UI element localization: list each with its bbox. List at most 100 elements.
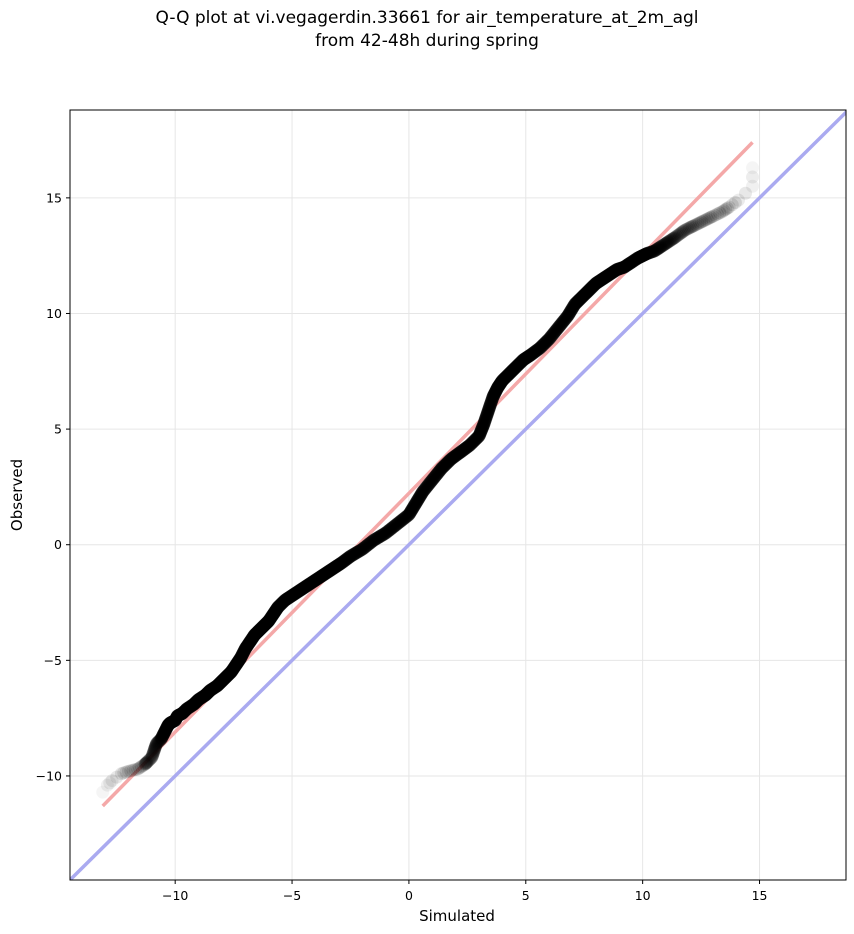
quantile-point	[260, 616, 274, 630]
quantile-point	[356, 542, 370, 556]
quantile-point	[226, 662, 240, 676]
quantile-point	[290, 586, 304, 600]
quantile-point	[440, 456, 454, 470]
quantile-point	[212, 677, 226, 691]
quantile-point	[627, 254, 641, 268]
quantile-point	[506, 363, 520, 377]
quantile-point	[239, 641, 253, 655]
quantile-point	[359, 539, 373, 553]
quantile-point	[487, 387, 501, 401]
quantile-point	[556, 315, 570, 329]
quantile-point	[167, 714, 181, 728]
quantile-point	[561, 308, 575, 322]
quantile-point	[314, 570, 328, 584]
quantile-point	[326, 561, 340, 575]
quantile-point	[327, 561, 341, 575]
quantile-point	[252, 624, 266, 638]
quantile-point	[651, 241, 665, 255]
quantile-point	[219, 671, 233, 685]
quantile-point	[222, 668, 236, 682]
quantile-point	[494, 376, 508, 390]
quantile-point	[402, 507, 416, 521]
quantile-point	[267, 606, 281, 620]
quantile-point	[110, 770, 124, 784]
quantile-point	[481, 405, 495, 419]
quantile-point	[441, 455, 455, 469]
quantile-point	[105, 774, 119, 788]
quantile-point	[165, 715, 179, 729]
quantile-point	[205, 682, 219, 696]
quantile-point	[613, 262, 627, 276]
quantile-point	[153, 733, 167, 747]
quantile-point	[359, 540, 373, 554]
quantile-point	[444, 452, 458, 466]
quantile-point	[189, 695, 203, 709]
quantile-point	[177, 705, 191, 719]
quantile-point	[219, 670, 233, 684]
quantile-point	[487, 388, 501, 402]
quantile-point	[528, 345, 542, 359]
quantile-point	[249, 626, 263, 640]
quantile-point	[542, 332, 556, 346]
quantile-point	[289, 586, 303, 600]
quantile-point	[579, 286, 593, 300]
quantile-point	[421, 478, 435, 492]
quantile-point	[441, 455, 455, 469]
quantile-point	[246, 630, 260, 644]
quantile-point	[550, 323, 564, 337]
quantile-point	[430, 467, 444, 481]
quantile-point	[214, 675, 228, 689]
quantile-point	[450, 448, 464, 462]
quantile-point	[246, 630, 260, 644]
quantile-point	[210, 679, 224, 693]
quantile-point	[159, 723, 173, 737]
quantile-point	[522, 349, 536, 363]
quantile-point	[529, 344, 543, 358]
quantile-point	[197, 689, 211, 703]
quantile-point	[666, 231, 680, 245]
quantile-point	[215, 674, 229, 688]
quantile-point	[179, 703, 193, 717]
quantile-point	[473, 426, 487, 440]
quantile-point	[623, 256, 637, 270]
quantile-point	[615, 261, 629, 275]
quantile-point	[304, 576, 318, 590]
quantile-point	[602, 268, 616, 282]
quantile-point	[178, 704, 192, 718]
quantile-point	[245, 632, 259, 646]
quantile-point	[160, 720, 174, 734]
quantile-point	[548, 324, 562, 338]
quantile-point	[290, 585, 304, 599]
quantile-point	[643, 245, 657, 259]
quantile-point	[501, 368, 515, 382]
quantile-point	[438, 458, 452, 472]
quantile-point	[191, 693, 205, 707]
quantile-point	[234, 650, 248, 664]
quantile-point	[243, 634, 257, 648]
quantile-point	[476, 418, 490, 432]
quantile-point	[660, 235, 674, 249]
quantile-point	[394, 514, 408, 528]
quantile-point	[453, 445, 467, 459]
quantile-point	[248, 627, 262, 641]
quantile-point	[681, 222, 695, 236]
quantile-point	[335, 556, 349, 570]
quantile-point	[647, 244, 661, 258]
quantile-point	[399, 510, 413, 524]
quantile-point	[676, 224, 690, 238]
quantile-point	[636, 249, 650, 263]
quantile-point	[244, 633, 258, 647]
quantile-point	[625, 255, 639, 269]
quantile-point	[439, 457, 453, 471]
quantile-point	[374, 529, 388, 543]
quantile-point	[509, 360, 523, 374]
quantile-point	[242, 637, 256, 651]
quantile-point	[169, 713, 183, 727]
quantile-point	[477, 417, 491, 431]
quantile-point	[312, 571, 326, 585]
quantile-point	[564, 304, 578, 318]
quantile-point	[449, 448, 463, 462]
quantile-point	[148, 741, 162, 755]
quantile-point	[644, 245, 658, 259]
quantile-point	[631, 251, 645, 265]
